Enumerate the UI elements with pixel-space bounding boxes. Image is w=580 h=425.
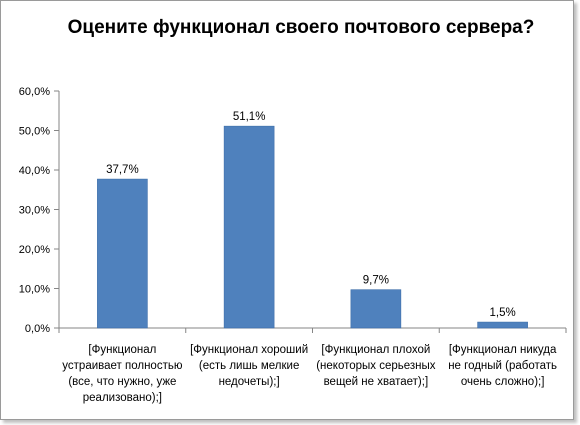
y-tick-label: 20,0% <box>19 244 50 256</box>
x-category-label: [Функционал плохой (некоторых серьезных … <box>316 344 436 388</box>
x-category-label: [Функционал никуда не годный (работать о… <box>448 344 558 388</box>
bar <box>477 321 528 329</box>
bar <box>97 178 148 329</box>
data-label: 51,1% <box>233 111 266 123</box>
data-label: 37,7% <box>106 164 139 176</box>
y-tick-label: 40,0% <box>19 165 50 177</box>
y-tick-label: 60,0% <box>19 86 50 98</box>
x-category-label: [Функционал устраивает полностью (все, ч… <box>62 344 183 404</box>
y-tick-label: 0,0% <box>25 323 50 335</box>
bar <box>350 289 402 329</box>
x-category-label: [Функционал хороший (есть лишь мелкие не… <box>190 344 309 388</box>
bar <box>223 125 275 329</box>
chart-frame: Оцените функционал своего почтового серв… <box>0 0 574 420</box>
plot-area: 0,0% 10,0% 20,0% 30,0% 40,0% 50,0% 60,0% 37,7%… <box>19 86 567 335</box>
chart-title: Оцените функционал своего почтового серв… <box>67 17 535 38</box>
data-label: 1,5% <box>490 307 516 319</box>
y-tick-label: 10,0% <box>19 284 50 296</box>
data-label: 9,7% <box>363 275 389 287</box>
y-tick-label: 50,0% <box>19 126 50 138</box>
y-tick-label: 30,0% <box>19 205 50 217</box>
